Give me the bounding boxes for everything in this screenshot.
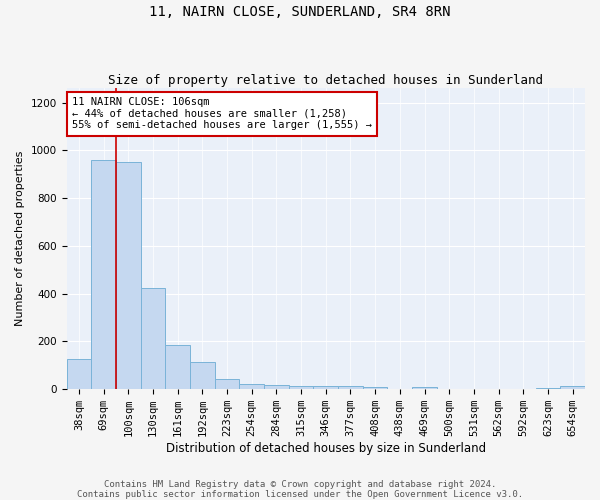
Bar: [215, 379, 239, 389]
Bar: [165, 345, 190, 389]
Bar: [363, 387, 388, 389]
Text: 11, NAIRN CLOSE, SUNDERLAND, SR4 8RN: 11, NAIRN CLOSE, SUNDERLAND, SR4 8RN: [149, 5, 451, 19]
Bar: [560, 386, 585, 389]
Bar: [338, 386, 363, 389]
Bar: [67, 360, 91, 389]
Bar: [412, 387, 437, 389]
Bar: [313, 386, 338, 389]
Text: Contains HM Land Registry data © Crown copyright and database right 2024.
Contai: Contains HM Land Registry data © Crown c…: [77, 480, 523, 499]
Bar: [536, 388, 560, 389]
Bar: [116, 162, 140, 389]
Bar: [239, 384, 264, 389]
Bar: [91, 160, 116, 389]
Text: 11 NAIRN CLOSE: 106sqm
← 44% of detached houses are smaller (1,258)
55% of semi-: 11 NAIRN CLOSE: 106sqm ← 44% of detached…: [72, 97, 372, 130]
Bar: [140, 288, 165, 389]
X-axis label: Distribution of detached houses by size in Sunderland: Distribution of detached houses by size …: [166, 442, 486, 455]
Bar: [264, 385, 289, 389]
Title: Size of property relative to detached houses in Sunderland: Size of property relative to detached ho…: [108, 74, 543, 87]
Bar: [289, 386, 313, 389]
Bar: [190, 362, 215, 389]
Y-axis label: Number of detached properties: Number of detached properties: [15, 151, 25, 326]
